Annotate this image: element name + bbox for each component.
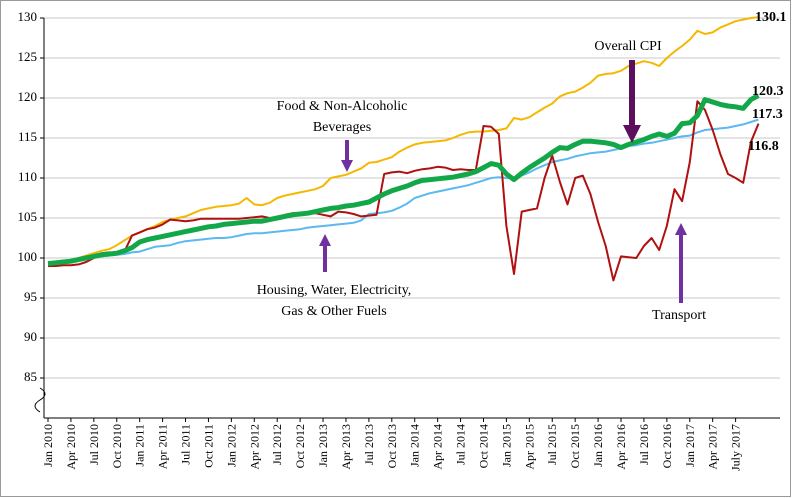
x-tick-label: Jan 2010 bbox=[41, 424, 55, 467]
x-tick-label: Jul 2012 bbox=[270, 424, 284, 465]
x-tick-label: Oct 2015 bbox=[568, 424, 582, 468]
end-value-label: 117.3 bbox=[752, 107, 783, 122]
x-tick-label: Apr 2014 bbox=[431, 424, 445, 470]
x-tick-label: Jul 2010 bbox=[87, 424, 101, 465]
x-tick-label: Jan 2014 bbox=[408, 424, 422, 467]
x-tick-label: Jan 2016 bbox=[591, 424, 605, 467]
x-tick-label: Jul 2015 bbox=[545, 424, 559, 465]
x-tick-label: Jan 2012 bbox=[224, 424, 238, 467]
x-tick-label: Jul 2014 bbox=[454, 424, 468, 465]
x-tick-label: Oct 2016 bbox=[660, 424, 674, 468]
y-tick-label: 100 bbox=[18, 249, 38, 264]
y-tick-label: 85 bbox=[24, 369, 37, 384]
x-tick-label: Oct 2011 bbox=[201, 424, 215, 468]
x-tick-label: Oct 2012 bbox=[293, 424, 307, 468]
x-tick-label: Jul 2013 bbox=[362, 424, 376, 465]
x-tick-label: Jan 2011 bbox=[133, 424, 147, 467]
x-tick-label: Apr 2015 bbox=[522, 424, 536, 470]
series-line bbox=[47, 118, 759, 265]
end-value-label: 116.8 bbox=[748, 139, 779, 154]
annotation: Overall CPI bbox=[594, 39, 662, 54]
y-tick-label: 125 bbox=[18, 49, 38, 64]
x-tick-label: Apr 2012 bbox=[247, 424, 261, 470]
y-tick-label: 95 bbox=[24, 289, 37, 304]
y-tick-label: 105 bbox=[18, 209, 38, 224]
annotation: Housing, Water, Electricity, bbox=[257, 283, 412, 298]
annotation: Gas & Other Fuels bbox=[281, 304, 386, 319]
annotation: Transport bbox=[652, 308, 706, 323]
y-tick-label: 90 bbox=[24, 329, 37, 344]
y-tick-label: 110 bbox=[18, 169, 37, 184]
x-tick-label: Apr 2017 bbox=[706, 424, 720, 470]
x-tick-label: Jan 2017 bbox=[683, 424, 697, 467]
x-tick-label: Oct 2014 bbox=[476, 424, 490, 468]
y-tick-label: 115 bbox=[18, 129, 37, 144]
x-tick-label: Jul 2011 bbox=[179, 424, 193, 465]
end-value-label: 130.1 bbox=[755, 10, 787, 25]
x-tick-label: Apr 2016 bbox=[614, 424, 628, 470]
x-tick-label: Oct 2010 bbox=[110, 424, 124, 468]
series-line bbox=[48, 100, 760, 282]
x-tick-label: Apr 2013 bbox=[339, 424, 353, 470]
end-value-label: 120.3 bbox=[752, 84, 784, 99]
x-tick-label: Apr 2010 bbox=[64, 424, 78, 470]
x-tick-label: Jan 2013 bbox=[316, 424, 330, 467]
annotation: Food & Non-Alcoholic bbox=[277, 99, 408, 114]
x-tick-label: Jan 2015 bbox=[499, 424, 513, 467]
x-tick-label: Jul 2016 bbox=[637, 424, 651, 465]
annotation: Beverages bbox=[313, 120, 371, 135]
x-tick-label: Apr 2011 bbox=[156, 424, 170, 469]
y-tick-label: 130 bbox=[18, 9, 38, 24]
series-line bbox=[47, 16, 759, 265]
x-tick-label: Oct 2013 bbox=[385, 424, 399, 468]
y-tick-label: 120 bbox=[18, 89, 38, 104]
x-tick-label: July 2017 bbox=[729, 424, 743, 471]
